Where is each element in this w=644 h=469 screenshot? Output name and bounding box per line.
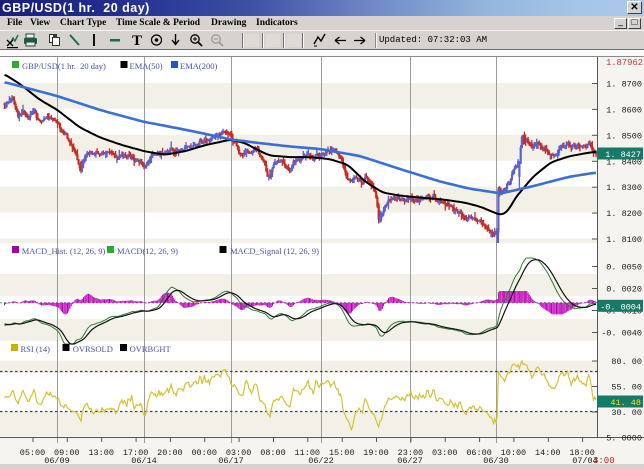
svg-text:20:00: 20:00	[157, 448, 183, 458]
svg-text:09:00: 09:00	[54, 448, 80, 458]
svg-text:EMA(50): EMA(50)	[130, 61, 163, 71]
svg-text:23:00: 23:00	[398, 448, 424, 458]
svg-text:07/04: 07/04	[572, 456, 598, 464]
svg-text:MACD_Signal (12, 26, 9): MACD_Signal (12, 26, 9)	[230, 246, 319, 256]
svg-text:T: T	[132, 33, 142, 49]
svg-text:13:00: 13:00	[88, 448, 114, 458]
svg-text:03:00: 03:00	[432, 448, 458, 458]
svg-text:03:00: 03:00	[226, 448, 252, 458]
svg-text:1. 8200: 1. 8200	[606, 209, 642, 219]
svg-text:1. 8600: 1. 8600	[606, 105, 642, 115]
svg-text:-0. 0040: -0. 0040	[601, 329, 642, 339]
svg-text:06/30: 06/30	[483, 456, 509, 464]
svg-text:-0. 0004: -0. 0004	[600, 302, 641, 312]
svg-text:06/09: 06/09	[44, 456, 70, 464]
svg-text:15:00: 15:00	[329, 448, 355, 458]
svg-text:RSI (14): RSI (14)	[21, 344, 51, 354]
svg-text:00:00: 00:00	[191, 448, 217, 458]
svg-text:0. 0020: 0. 0020	[606, 285, 642, 295]
svg-text:5. 0000: 5. 0000	[606, 434, 642, 444]
svg-text:EMA(200): EMA(200)	[180, 61, 217, 71]
svg-text:1. 8700: 1. 8700	[606, 80, 642, 90]
svg-text:41. 48: 41. 48	[610, 398, 641, 408]
svg-text:0. 0050: 0. 0050	[606, 263, 642, 273]
svg-text:06/14: 06/14	[131, 456, 157, 464]
svg-text:06/27: 06/27	[397, 456, 423, 464]
svg-text:1. 8300: 1. 8300	[606, 183, 642, 193]
svg-text:06/22: 06/22	[308, 456, 334, 464]
svg-text:06/17: 06/17	[218, 456, 244, 464]
svg-text:MACD(12, 26, 9): MACD(12, 26, 9)	[117, 246, 178, 256]
svg-text:14:00: 14:00	[535, 448, 561, 458]
svg-text:1. 8500: 1. 8500	[606, 131, 642, 141]
svg-text:17:00: 17:00	[123, 448, 149, 458]
svg-text:11:00: 11:00	[295, 448, 321, 458]
svg-text:08:00: 08:00	[260, 448, 286, 458]
svg-text:30. 00: 30. 00	[611, 408, 642, 418]
svg-text:05:00: 05:00	[20, 448, 46, 458]
svg-text:80. 00: 80. 00	[611, 357, 642, 367]
svg-text:06:00: 06:00	[466, 448, 492, 458]
svg-text:GBP/USD(1 hr. 20 day): GBP/USD(1 hr. 20 day)	[22, 61, 106, 71]
svg-text:1. 8100: 1. 8100	[606, 235, 642, 245]
svg-text:18:00: 18:00	[569, 448, 595, 458]
svg-text:10:00: 10:00	[501, 448, 527, 458]
svg-text:MACD_Hist. (12, 26, 9): MACD_Hist. (12, 26, 9)	[22, 246, 106, 256]
svg-text:1. 8400: 1. 8400	[606, 157, 642, 167]
svg-text:19:00: 19:00	[363, 448, 389, 458]
svg-text:3:00: 3:00	[593, 456, 615, 464]
svg-text:1. 8427: 1. 8427	[605, 150, 641, 160]
svg-text:55. 00: 55. 00	[611, 383, 642, 393]
svg-text:OVRSOLD: OVRSOLD	[73, 344, 113, 354]
svg-text:1.87962: 1.87962	[606, 58, 643, 68]
svg-text:OVRBGHT: OVRBGHT	[130, 344, 172, 354]
